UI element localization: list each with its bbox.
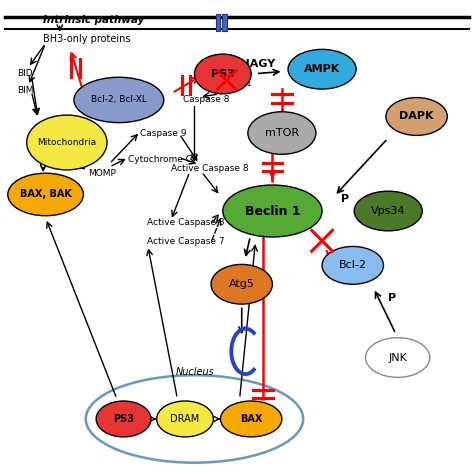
Ellipse shape <box>8 173 83 216</box>
Text: BAX: BAX <box>240 414 263 424</box>
Text: DAPK: DAPK <box>399 111 434 121</box>
Text: Vps34: Vps34 <box>371 206 405 216</box>
Text: MOMP: MOMP <box>88 169 116 178</box>
Text: Mitochondria: Mitochondria <box>37 138 96 147</box>
Text: Bcl-2, Bcl-XL: Bcl-2, Bcl-XL <box>91 95 147 104</box>
Text: mTOR: mTOR <box>265 128 299 138</box>
Text: Intrinsic pathway: Intrinsic pathway <box>43 15 145 25</box>
Text: BID: BID <box>17 70 33 79</box>
Text: Cytochrome C: Cytochrome C <box>128 155 192 164</box>
Text: P: P <box>341 194 349 204</box>
FancyBboxPatch shape <box>216 14 220 31</box>
Text: BAX, BAK: BAX, BAK <box>19 190 72 200</box>
Text: Active Caspase 7: Active Caspase 7 <box>147 237 225 246</box>
Text: PS3: PS3 <box>113 414 134 424</box>
Ellipse shape <box>27 115 107 170</box>
Ellipse shape <box>223 185 322 237</box>
Ellipse shape <box>288 49 356 89</box>
Text: Nucleus: Nucleus <box>175 367 214 377</box>
Ellipse shape <box>322 246 383 284</box>
Ellipse shape <box>211 264 273 304</box>
Ellipse shape <box>365 337 430 377</box>
Text: Caspase 8: Caspase 8 <box>182 95 229 104</box>
Text: DRAM: DRAM <box>170 414 200 424</box>
Text: Atg5: Atg5 <box>229 279 255 289</box>
Text: ULK1: ULK1 <box>232 79 252 88</box>
Text: AUTOPHAGY: AUTOPHAGY <box>199 60 276 70</box>
Text: BH3-only proteins: BH3-only proteins <box>43 34 131 44</box>
Text: Bcl-2: Bcl-2 <box>339 260 367 270</box>
Ellipse shape <box>96 401 151 437</box>
Ellipse shape <box>74 77 164 123</box>
Text: AMPK: AMPK <box>304 64 340 74</box>
Ellipse shape <box>386 98 447 136</box>
Text: Active Caspase 3: Active Caspase 3 <box>147 219 225 228</box>
Text: PS3: PS3 <box>211 69 235 79</box>
Ellipse shape <box>354 191 422 231</box>
Text: P: P <box>388 293 396 303</box>
Ellipse shape <box>194 54 251 94</box>
Text: JNK: JNK <box>388 353 407 363</box>
Text: BIM: BIM <box>17 86 34 95</box>
Ellipse shape <box>220 401 282 437</box>
Ellipse shape <box>156 401 213 437</box>
Text: Beclin 1: Beclin 1 <box>245 204 300 218</box>
Text: Active Caspase 8: Active Caspase 8 <box>171 164 248 173</box>
Ellipse shape <box>248 112 316 155</box>
FancyBboxPatch shape <box>222 14 227 31</box>
Text: Caspase 9: Caspase 9 <box>140 128 187 137</box>
